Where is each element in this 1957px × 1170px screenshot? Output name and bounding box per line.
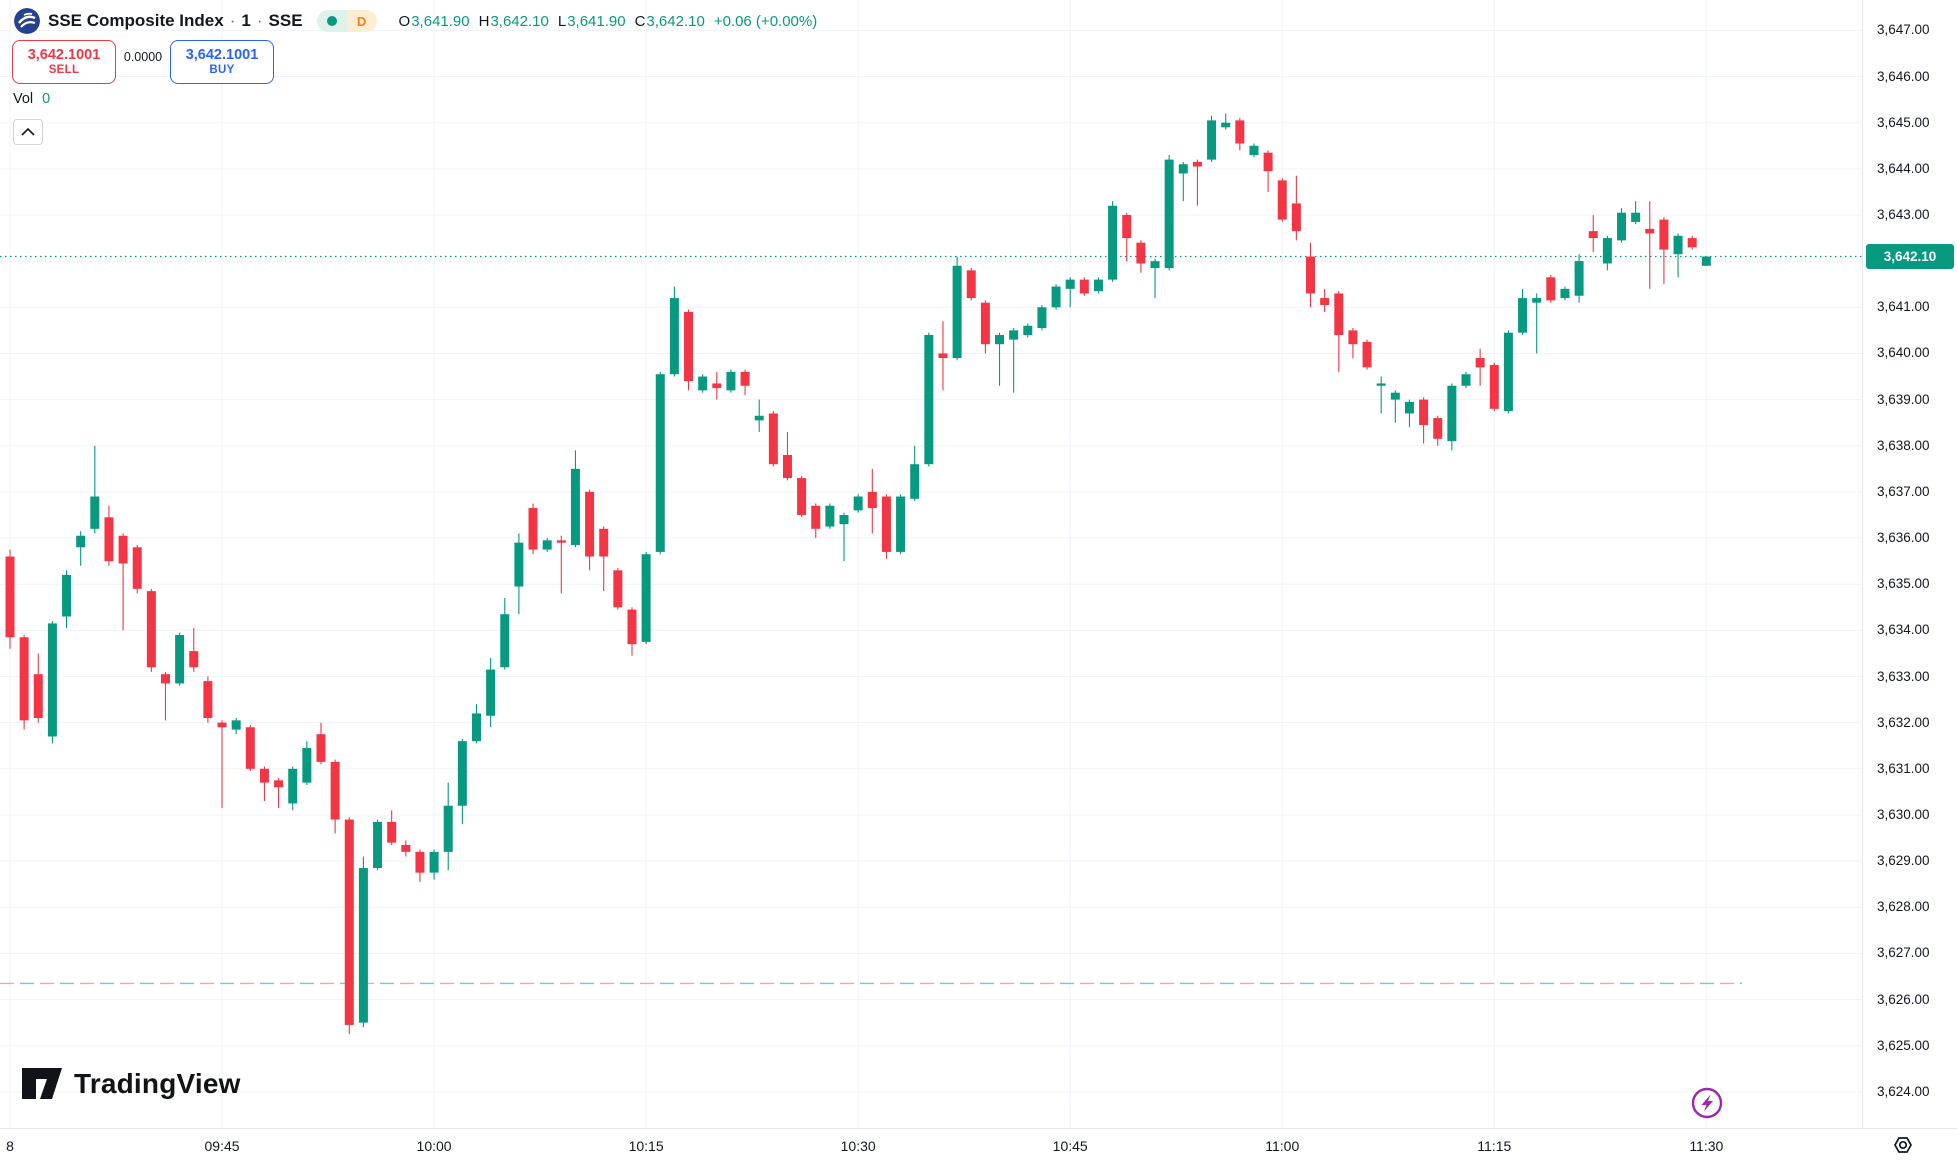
buy-button[interactable]: 3,642.1001 BUY bbox=[170, 40, 274, 84]
price-axis-label: 3,647.00 bbox=[1877, 22, 1930, 38]
price-axis-label: 3,645.00 bbox=[1877, 114, 1930, 130]
price-axis[interactable]: 3,647.00 3,646.00 3,645.00 3,644.00 3,643.00… bbox=[1862, 0, 1957, 1128]
tradingview-watermark-text: TradingView bbox=[74, 1068, 241, 1099]
price-axis-label: 3,631.00 bbox=[1877, 760, 1930, 776]
time-axis-label: 09:45 bbox=[204, 1138, 240, 1154]
buy-price: 3,642.1001 bbox=[185, 47, 259, 64]
sell-button[interactable]: 3,642.1001 SELL bbox=[12, 40, 116, 84]
market-open-dot-icon bbox=[326, 16, 337, 26]
ohlc-values: O 3,641.90 H 3,642.10 L 3,641.90 C 3,642.10 … bbox=[399, 13, 818, 30]
time-axis-label: 10:00 bbox=[416, 1138, 452, 1154]
lightning-bolt-icon bbox=[1691, 1087, 1723, 1119]
open-value: 3,641.90 bbox=[411, 12, 470, 30]
price-axis-label: 3,636.00 bbox=[1877, 530, 1930, 546]
close-value: 3,642.10 bbox=[646, 12, 705, 30]
price-axis-label: 3,638.00 bbox=[1877, 437, 1930, 453]
price-axis-label: 3,646.00 bbox=[1877, 68, 1930, 84]
price-axis-label: 3,641.00 bbox=[1877, 299, 1930, 315]
price-axis-label: 3,629.00 bbox=[1877, 853, 1930, 869]
candlestick-chart-pane[interactable] bbox=[0, 0, 1862, 1128]
time-axis-label: 10:15 bbox=[628, 1138, 664, 1154]
price-axis-label: 3,637.00 bbox=[1877, 483, 1930, 499]
trade-buttons: 3,642.1001 SELL 3,642.1001 BUY bbox=[12, 40, 274, 84]
price-axis-settings-button[interactable] bbox=[1891, 1133, 1915, 1162]
sell-price: 3,642.1001 bbox=[27, 47, 101, 64]
low-value: 3,641.90 bbox=[567, 12, 626, 30]
price-axis-label: 3,633.00 bbox=[1877, 668, 1930, 684]
price-axis-label: 3,632.00 bbox=[1877, 714, 1930, 730]
price-axis-label: 3,630.00 bbox=[1877, 806, 1930, 822]
collapse-panel-button[interactable] bbox=[13, 119, 43, 145]
open-label: O bbox=[398, 12, 411, 30]
spread-value: 0.0000 bbox=[123, 50, 163, 64]
price-axis-label: 3,634.00 bbox=[1877, 622, 1930, 638]
price-axis-label: 3,626.00 bbox=[1877, 991, 1930, 1007]
separator-dot: · bbox=[256, 11, 263, 30]
low-label: L bbox=[557, 12, 567, 30]
change-value: +0.06 (+0.00%) bbox=[713, 12, 818, 30]
daily-interval-badge: D bbox=[346, 10, 377, 32]
high-label: H bbox=[478, 12, 490, 30]
price-axis-label: 3,625.00 bbox=[1877, 1037, 1930, 1053]
gear-icon bbox=[1894, 1137, 1912, 1153]
buy-label: BUY bbox=[209, 63, 235, 76]
volume-label: Vol bbox=[13, 91, 34, 107]
symbol-logo-icon bbox=[14, 8, 40, 34]
price-axis-label: 3,643.00 bbox=[1877, 207, 1930, 222]
time-axis-label: 8 bbox=[6, 1138, 14, 1154]
chevron-up-icon bbox=[21, 128, 35, 136]
chart-legend: SSE Composite Index · 1 · SSE D O 3,641.9… bbox=[14, 8, 817, 34]
market-status-interval-pill[interactable]: D bbox=[316, 10, 377, 32]
time-axis-label: 10:30 bbox=[840, 1138, 876, 1154]
price-axis-label: 3,624.00 bbox=[1877, 1083, 1930, 1099]
volume-value: 0 bbox=[42, 91, 51, 107]
symbol-exchange: SSE bbox=[268, 11, 303, 30]
symbol-name: SSE Composite Index bbox=[48, 11, 224, 30]
price-axis-label: 3,644.00 bbox=[1877, 160, 1930, 176]
market-status-segment bbox=[316, 10, 347, 32]
tradingview-logo-icon bbox=[22, 1068, 62, 1099]
price-axis-label: 3,640.00 bbox=[1877, 345, 1930, 361]
high-value: 3,642.10 bbox=[490, 12, 549, 30]
symbol-interval: 1 bbox=[241, 11, 251, 30]
price-axis-label: 3,627.00 bbox=[1877, 945, 1930, 961]
time-axis-label: 11:15 bbox=[1477, 1138, 1512, 1154]
symbol-title[interactable]: SSE Composite Index · 1 · SSE bbox=[48, 11, 303, 31]
time-axis-label: 11:00 bbox=[1265, 1138, 1300, 1154]
price-axis-label: 3,639.00 bbox=[1877, 391, 1930, 407]
time-axis[interactable]: 8 09:45 10:00 10:15 10:30 10:45 11:00 11:15 11:3… bbox=[0, 1128, 1957, 1170]
price-axis-label: 3,628.00 bbox=[1877, 899, 1930, 915]
tradingview-watermark[interactable]: TradingView bbox=[22, 1068, 241, 1100]
separator-dot: · bbox=[229, 11, 236, 30]
volume-legend: Vol 0 bbox=[13, 91, 50, 107]
close-label: C bbox=[634, 12, 646, 30]
time-axis-label: 10:45 bbox=[1052, 1138, 1088, 1154]
sell-label: SELL bbox=[48, 63, 80, 76]
price-axis-label: 3,635.00 bbox=[1877, 576, 1930, 592]
time-axis-label: 11:30 bbox=[1689, 1138, 1724, 1154]
flash-order-button[interactable] bbox=[1689, 1085, 1725, 1126]
current-price-badge: 3,642.10 bbox=[1866, 244, 1954, 270]
